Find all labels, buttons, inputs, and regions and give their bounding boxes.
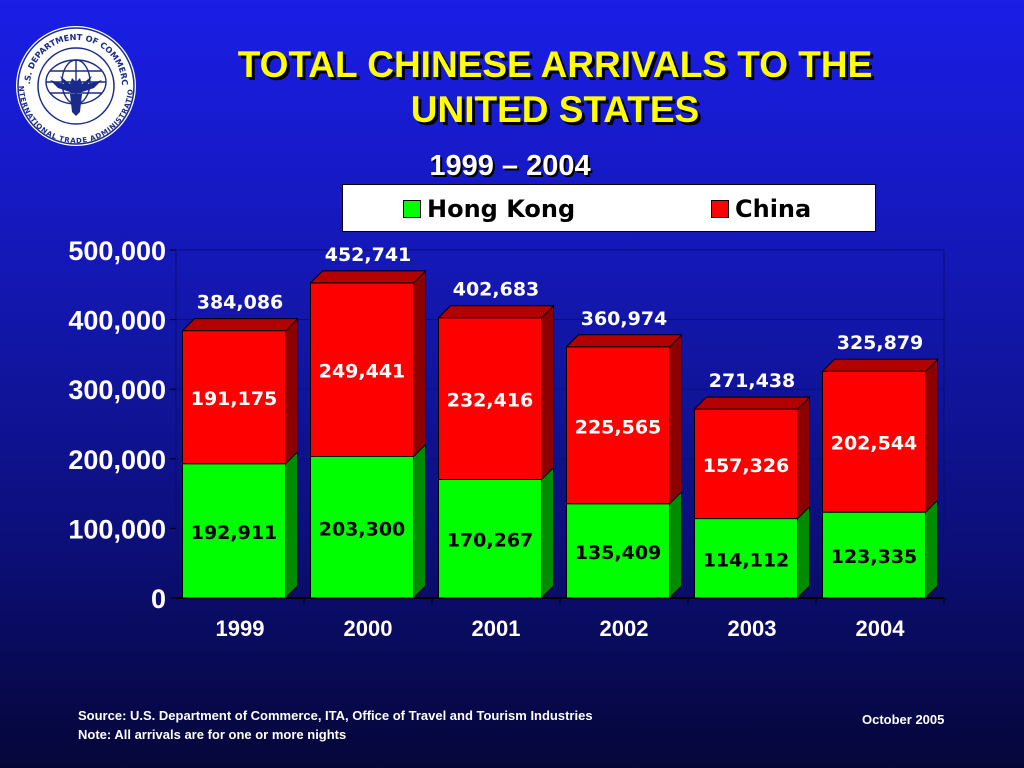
legend-swatch-china [711,200,729,218]
x-tick-label-2001: 2001 [472,616,521,641]
value-label-hong-kong-2000: 203,300 [319,518,406,540]
bar-hong-kong-2001 [438,478,542,599]
legend-label-china: China [735,195,812,223]
chart-subtitle: 1999 – 2004 [429,150,591,182]
value-label-hong-kong-2002: 135,409 [575,542,662,564]
legend-swatch-hong-kong [403,200,421,218]
value-label-china-2001: 232,416 [447,390,534,412]
bar-hong-kong-2003 [694,518,798,599]
bar-top-2004 [821,358,939,372]
total-label-2000: 452,741 [325,244,412,266]
x-tick-label-1999: 1999 [216,616,265,641]
eagle-icon [50,76,102,116]
date-label: October 2005 [862,712,945,727]
value-label-china-1999: 191,175 [191,388,278,410]
bar-side-hong-kong-2000 [413,443,426,600]
value-label-hong-kong-2004: 123,335 [831,546,918,568]
bar-hong-kong-2000 [310,456,414,599]
chart-legend: Hong Kong China [342,184,876,232]
total-label-1999: 384,086 [197,292,284,314]
bar-side-hong-kong-2003 [797,505,810,600]
bar-side-hong-kong-2001 [541,466,554,600]
value-label-hong-kong-2003: 114,112 [703,549,790,571]
bar-hong-kong-2004 [822,511,926,599]
bar-side-hong-kong-2004 [925,498,938,600]
page-title-line1: TOTAL CHINESE ARRIVALS TO THE [237,44,873,85]
nights-note: Note: All arrivals are for one or more n… [78,727,347,742]
x-tick-label-2000: 2000 [344,616,393,641]
bar-side-china-2001 [541,304,554,481]
bar-china-2003 [694,408,798,520]
bar-china-1999 [182,330,286,465]
bar-side-china-2000 [413,269,426,458]
bar-side-china-2002 [669,333,682,505]
commerce-seal-logo: U.S. DEPARTMENT OF COMMERCE INTERNATIONA… [14,24,136,146]
bar-china-2002 [566,346,670,505]
bar-top-1999 [181,318,299,332]
legend-label-hong-kong: Hong Kong [427,195,576,223]
value-label-hong-kong-2001: 170,267 [447,530,534,552]
value-label-china-2000: 249,441 [319,361,406,383]
y-tick-label: 200,000 [68,445,166,475]
page-title-line2: UNITED STATES [410,89,700,130]
value-label-hong-kong-1999: 192,911 [191,522,278,544]
bar-hong-kong-1999 [182,463,286,599]
bar-top-2003 [693,396,811,410]
x-tick-label-2004: 2004 [856,616,906,641]
y-tick-label: 100,000 [68,514,166,544]
total-label-2002: 360,974 [581,308,668,330]
bar-top-2001 [437,305,555,319]
y-tick-label: 0 [151,584,166,614]
total-label-2003: 271,438 [709,370,796,392]
total-label-2001: 402,683 [453,279,540,301]
bar-side-china-1999 [285,317,298,465]
legend-item-china: China [711,195,812,223]
bar-side-hong-kong-1999 [285,450,298,600]
bar-top-2002 [565,334,683,348]
source-note: Source: U.S. Department of Commerce, ITA… [78,708,593,723]
legend-item-hong-kong: Hong Kong [403,195,576,223]
y-tick-label: 300,000 [68,375,166,405]
value-label-china-2003: 157,326 [703,455,790,477]
y-tick-label: 400,000 [68,306,166,336]
value-label-china-2002: 225,565 [575,416,662,438]
bar-top-2000 [309,270,427,284]
x-tick-label-2003: 2003 [728,616,777,641]
x-tick-label-2002: 2002 [600,616,649,641]
y-tick-label: 500,000 [68,236,166,266]
bar-china-2004 [822,370,926,513]
total-label-2004: 325,879 [837,332,924,354]
bar-side-hong-kong-2002 [669,490,682,600]
value-label-china-2004: 202,544 [831,433,918,455]
bar-side-china-2004 [925,357,938,514]
bar-side-china-2003 [797,395,810,520]
bar-china-2001 [438,317,542,480]
